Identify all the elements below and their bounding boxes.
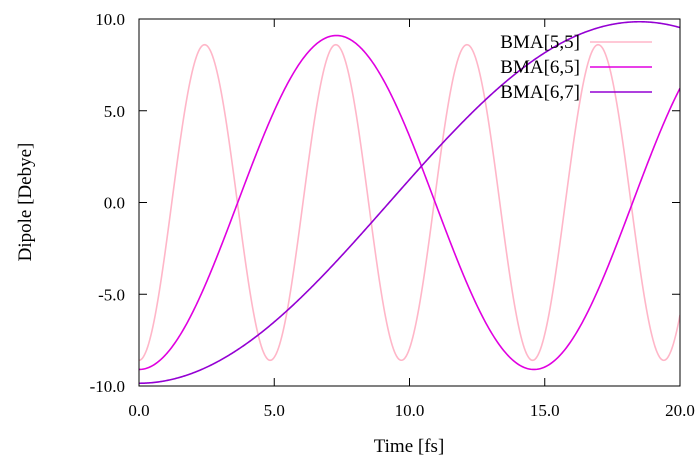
series-line-0	[139, 43, 680, 362]
legend-label-1: BMA[6,5]	[500, 57, 580, 78]
legend-label-0: BMA[5,5]	[500, 32, 580, 53]
series-line-2	[139, 20, 680, 385]
x-tick-label: 20.0	[665, 401, 695, 420]
y-tick-label: -5.0	[98, 285, 125, 304]
y-tick-label: 10.0	[95, 10, 125, 29]
legend: BMA[5,5] BMA[6,5] BMA[6,7]	[500, 32, 652, 103]
series-layer	[139, 20, 680, 385]
x-axis-label: Time [fs]	[374, 436, 445, 457]
ticks-layer: 0.0 5.0 10.0 15.0 20.0 -10.0 -5.0 0.0 5.0 10.0	[90, 10, 695, 420]
x-tick-label: 10.0	[395, 401, 425, 420]
plot-frame	[138, 18, 681, 387]
x-tick-label: 5.0	[264, 401, 285, 420]
y-tick-label: 0.0	[104, 194, 125, 213]
y-axis-label: Dipole [Debye]	[15, 143, 36, 262]
series-line-1	[139, 34, 680, 371]
legend-label-2: BMA[6,7]	[500, 82, 580, 103]
x-tick-label: 15.0	[530, 401, 560, 420]
y-tick-label: -10.0	[90, 377, 125, 396]
x-tick-label: 0.0	[128, 401, 149, 420]
axes-layer	[138, 18, 681, 387]
y-tick-label: 5.0	[104, 102, 125, 121]
